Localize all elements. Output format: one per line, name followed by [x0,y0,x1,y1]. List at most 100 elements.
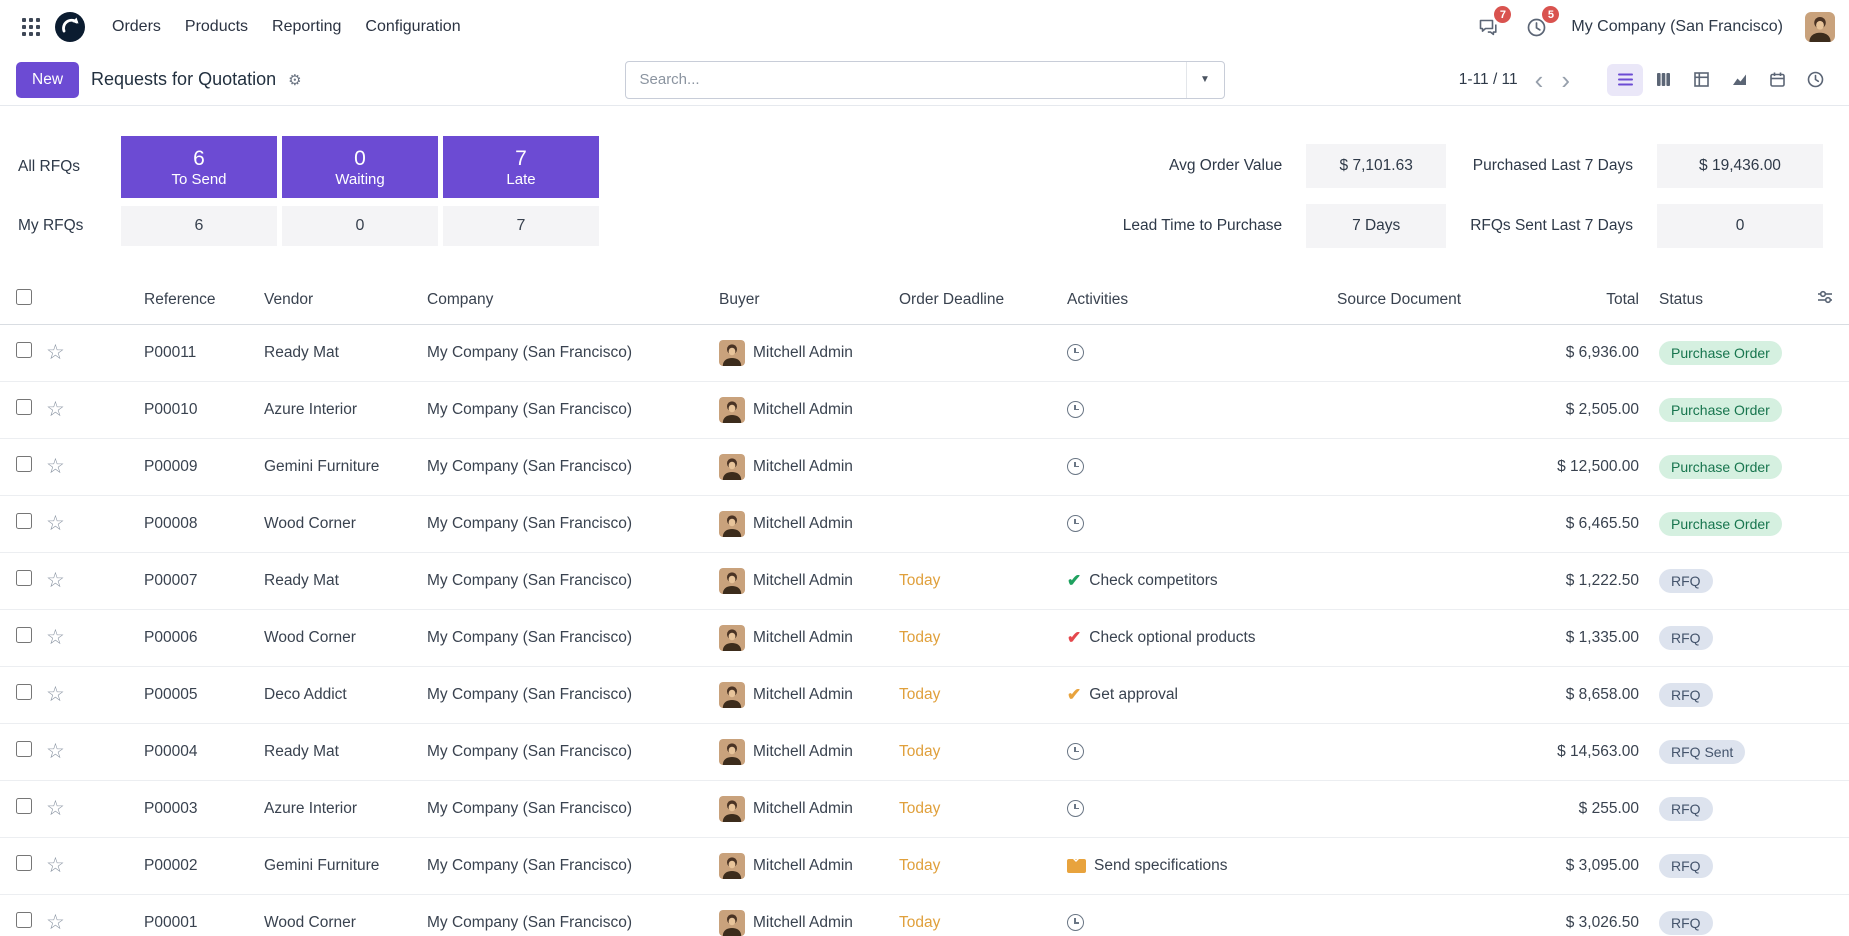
activity-icon[interactable] [1067,858,1086,873]
favorite-star-icon[interactable]: ☆ [46,398,65,421]
pager-next-icon[interactable]: › [1561,64,1570,95]
row-checkbox[interactable] [16,570,32,586]
row-checkbox[interactable] [16,342,32,358]
table-row[interactable]: ☆ P00001 Wood Corner My Company (San Fra… [0,893,1849,936]
menu-products[interactable]: Products [184,18,249,35]
favorite-star-icon[interactable]: ☆ [46,683,65,706]
table-row[interactable]: ☆ P00004 Ready Mat My Company (San Franc… [0,722,1849,780]
header-order-deadline[interactable]: Order Deadline [889,276,1057,325]
activities-icon[interactable]: 5 [1523,6,1560,40]
activity-icon[interactable] [1067,914,1084,932]
vendor-cell: Ready Mat [264,343,339,361]
table-row[interactable]: ☆ P00010 Azure Interior My Company (San … [0,380,1849,438]
apps-grid-icon[interactable] [14,10,48,44]
status-badge: RFQ [1659,796,1713,821]
gear-icon[interactable]: ⚙ [288,71,302,89]
kanban-view-icon[interactable] [1645,64,1681,96]
activity-icon[interactable] [1067,515,1084,532]
table-row[interactable]: ☆ P00006 Wood Corner My Company (San Fra… [0,608,1849,666]
kpi-to-send[interactable]: 6 To Send [121,136,277,198]
activity-icon[interactable] [1067,458,1084,475]
spacer-cell [78,893,134,936]
kpi-my-late[interactable]: 7 [443,206,599,246]
header-status[interactable]: Status [1649,276,1800,325]
favorite-star-icon[interactable]: ☆ [46,455,65,478]
calendar-view-icon[interactable] [1759,64,1795,96]
table-row[interactable]: ☆ P00002 Gemini Furniture My Company (Sa… [0,836,1849,894]
table-row[interactable]: ☆ P00011 Ready Mat My Company (San Franc… [0,324,1849,381]
activity-icon[interactable]: ✔ [1067,685,1082,704]
table-row[interactable]: ☆ P00003 Azure Interior My Company (San … [0,779,1849,837]
source-document-cell [1327,494,1520,552]
menu-reporting[interactable]: Reporting [272,18,342,35]
search-dropdown-caret-icon[interactable]: ▼ [1185,61,1224,98]
kpi-late[interactable]: 7 Late [443,136,599,198]
favorite-star-icon[interactable]: ☆ [46,626,65,649]
favorite-star-icon[interactable]: ☆ [46,512,65,535]
header-total[interactable]: Total [1520,276,1649,325]
row-checkbox[interactable] [16,912,32,929]
activity-icon[interactable]: ✔ [1067,628,1082,647]
activities-cell [1057,494,1327,552]
row-checkbox[interactable] [16,399,32,415]
total-cell: $ 255.00 [1520,779,1649,837]
row-checkbox[interactable] [16,513,32,529]
favorite-star-icon[interactable]: ☆ [46,797,65,820]
header-reference[interactable]: Reference [134,276,254,325]
buyer-name: Mitchell Admin [753,799,853,817]
optional-columns-icon[interactable] [1800,276,1849,325]
header-vendor[interactable]: Vendor [254,276,417,325]
purchase-app-icon[interactable] [54,11,86,43]
buyer-avatar [719,339,745,366]
buyer-cell: Mitchell Admin [709,380,889,438]
total-cell: $ 8,658.00 [1520,665,1649,723]
menu-configuration[interactable]: Configuration [365,18,461,35]
messages-icon[interactable]: 7 [1475,6,1512,40]
row-checkbox[interactable] [16,627,32,643]
search-bar: ▼ [624,60,1225,99]
kpi-my-to-send[interactable]: 6 [121,206,277,246]
activity-icon[interactable] [1067,743,1084,760]
kpi-my-waiting[interactable]: 0 [282,206,438,246]
row-checkbox[interactable] [16,741,32,757]
row-checkbox[interactable] [16,456,32,472]
favorite-star-icon[interactable]: ☆ [46,854,65,877]
table-row[interactable]: ☆ P00009 Gemini Furniture My Company (Sa… [0,437,1849,495]
order-deadline-cell: Today [889,551,1057,609]
favorite-star-icon[interactable]: ☆ [46,341,65,364]
user-avatar[interactable] [1805,12,1835,42]
buyer-cell: Mitchell Admin [709,437,889,495]
buyer-name: Mitchell Admin [753,343,853,361]
favorite-star-icon[interactable]: ☆ [46,569,65,592]
row-checkbox[interactable] [16,798,32,814]
activity-view-icon[interactable] [1797,64,1833,96]
pivot-view-icon[interactable] [1683,64,1719,96]
search-input[interactable] [625,61,1186,98]
table-row[interactable]: ☆ P00008 Wood Corner My Company (San Fra… [0,494,1849,552]
header-source-document[interactable]: Source Document [1327,276,1520,325]
header-buyer[interactable]: Buyer [709,276,889,325]
row-checkbox[interactable] [16,855,32,871]
company-switcher[interactable]: My Company (San Francisco) [1571,18,1783,35]
activity-icon[interactable]: ✔ [1067,571,1082,590]
table-row[interactable]: ☆ P00007 Ready Mat My Company (San Franc… [0,551,1849,609]
activity-icon[interactable] [1067,401,1084,418]
favorite-star-icon[interactable]: ☆ [46,740,65,763]
favorite-star-icon[interactable]: ☆ [46,911,65,935]
menu-orders[interactable]: Orders [112,18,161,35]
header-company[interactable]: Company [417,276,709,325]
row-checkbox[interactable] [16,684,32,700]
new-button[interactable]: New [16,61,80,98]
stat-label-purchased-last-7-days: Purchased Last 7 Days [1472,157,1633,174]
activity-icon[interactable] [1067,800,1084,817]
pager-previous-icon[interactable]: ‹ [1534,64,1544,95]
select-all-checkbox[interactable] [16,289,32,306]
activity-icon[interactable] [1067,344,1084,361]
header-activities[interactable]: Activities [1057,276,1327,325]
order-deadline-cell: Today [889,836,1057,894]
list-view-icon[interactable] [1607,63,1643,96]
graph-view-icon[interactable] [1721,64,1757,96]
table-row[interactable]: ☆ P00005 Deco Addict My Company (San Fra… [0,665,1849,723]
stat-label-rfqs-sent-last-7-days: RFQs Sent Last 7 Days [1470,217,1633,234]
kpi-waiting[interactable]: 0 Waiting [282,136,438,198]
